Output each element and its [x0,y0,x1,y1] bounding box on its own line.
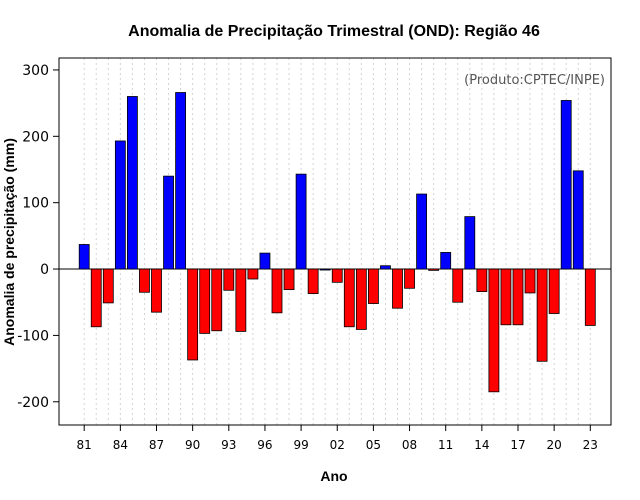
bar-1998 [283,268,295,291]
bar-1983 [102,268,114,304]
y-tick-label: -100 [17,328,49,344]
bar-2018 [524,268,536,294]
chart-title: Anomalia de Precipitação Trimestral (OND… [128,23,540,40]
y-tick-label: 200 [22,129,49,145]
bar-1985 [127,96,138,270]
grid [83,58,591,425]
x-tick-label: 81 [77,438,92,452]
x-tick-label: 02 [330,438,345,452]
bar-2011 [440,252,452,270]
x-tick-label: 87 [149,438,164,452]
x-tick-label: 08 [402,438,417,452]
x-tick-label: 05 [366,438,381,452]
source-annotation: (Produto:CPTEC/INPE) [464,73,605,88]
x-tick-label: 93 [221,438,236,452]
bar-1991 [199,268,211,334]
bar-1996 [259,252,271,270]
bar-1990 [187,268,199,361]
bar-2021 [560,100,572,270]
bar-2012 [452,268,464,303]
bar-1988 [163,175,174,270]
plot-frame [58,57,612,426]
y-tick-label: 300 [22,63,49,79]
bar-1986 [139,268,150,293]
bar-1997 [271,268,283,314]
bar-1987 [151,268,162,313]
bar-2006 [380,265,391,270]
bar-2000 [307,268,319,294]
bar-2003 [343,268,355,328]
bar-1989 [175,92,187,270]
bar-2015 [488,268,500,393]
bar-1993 [223,268,235,291]
bar-2016 [500,268,512,326]
bar-2007 [392,268,403,309]
bar-2019 [536,268,548,362]
bar-1995 [247,268,259,280]
y-tick-label: 0 [40,262,49,278]
bar-2010 [428,268,440,271]
bar-1999 [295,173,307,270]
x-axis: 81 84 87 90 93 96 99 02 05 08 11 14 17 20 23 [77,425,598,452]
bar-2004 [355,268,367,330]
x-tick-label: 84 [113,438,128,452]
x-tick-label: 17 [510,438,525,452]
x-axis-label: Ano [320,468,347,484]
y-axis: -200 -100 0 100 200 300 [17,63,59,411]
bar-1984 [114,140,126,270]
y-tick-label: -200 [17,395,49,411]
x-tick-label: 14 [474,438,489,452]
bar-2002 [331,268,343,283]
y-tick-label: 100 [22,196,49,212]
bar-2009 [416,193,428,270]
bar-2022 [572,170,584,270]
x-tick-label: 11 [438,438,453,452]
bar-2017 [512,268,524,326]
x-tick-label: 23 [583,438,598,452]
bar-1992 [211,268,223,332]
bar-2005 [367,268,379,304]
y-axis-label: Anomalia de precipitação (mm) [1,138,17,346]
x-tick-label: 99 [293,438,308,452]
bars [78,92,596,393]
bar-2008 [404,268,415,289]
bar-1982 [90,268,102,328]
bar-2023 [584,268,596,326]
bar-2013 [464,216,476,270]
x-tick-label: 90 [185,438,200,452]
bar-1994 [235,268,247,332]
x-tick-label: 96 [257,438,272,452]
bar-2014 [476,268,488,293]
x-tick-label: 20 [547,438,562,452]
bar-2020 [548,268,560,314]
bar-2001 [319,268,331,271]
bar-1981 [78,244,90,270]
